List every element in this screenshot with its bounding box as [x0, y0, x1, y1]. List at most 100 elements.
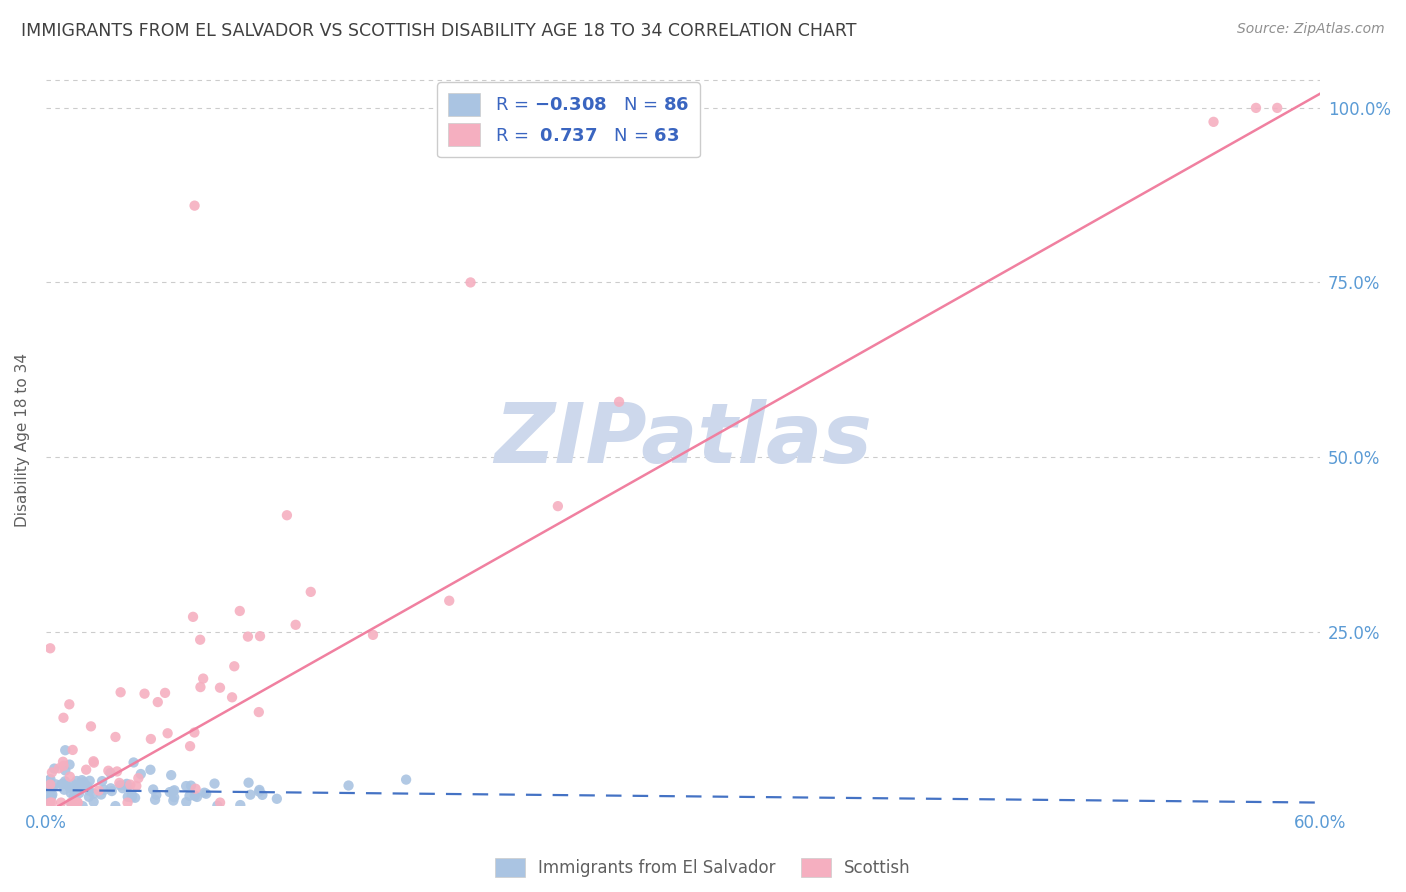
- Point: [247, 705, 270, 719]
- Point: [37, 780, 59, 794]
- Point: [38, 773, 60, 788]
- Point: [38, 775, 60, 789]
- Point: [100, 784, 122, 798]
- Point: [142, 782, 165, 797]
- Point: [60, 781, 83, 796]
- Point: [77, 789, 100, 804]
- Point: [83, 756, 105, 770]
- Point: [607, 394, 630, 409]
- Point: [252, 788, 274, 802]
- Point: [1244, 101, 1267, 115]
- Point: [41, 789, 63, 804]
- Point: [124, 790, 146, 805]
- Point: [82, 754, 104, 768]
- Point: [204, 776, 226, 790]
- Point: [44, 762, 66, 776]
- Point: [52, 755, 75, 769]
- Point: [105, 764, 128, 779]
- Point: [193, 786, 215, 800]
- Point: [59, 796, 82, 810]
- Point: [143, 793, 166, 807]
- Point: [162, 793, 184, 807]
- Point: [91, 774, 114, 789]
- Point: [146, 695, 169, 709]
- Point: [73, 775, 96, 789]
- Point: [239, 788, 262, 802]
- Point: [460, 276, 482, 290]
- Point: [100, 781, 122, 796]
- Point: [1202, 115, 1225, 129]
- Point: [67, 786, 90, 800]
- Point: [79, 773, 101, 788]
- Point: [159, 785, 181, 799]
- Point: [193, 672, 215, 686]
- Point: [51, 777, 73, 791]
- Point: [52, 777, 75, 791]
- Point: [60, 797, 83, 812]
- Point: [93, 782, 115, 797]
- Point: [238, 775, 260, 789]
- Point: [63, 789, 86, 804]
- Point: [110, 778, 132, 792]
- Point: [139, 731, 162, 746]
- Point: [104, 799, 127, 814]
- Point: [59, 770, 82, 784]
- Point: [53, 782, 76, 797]
- Point: [266, 792, 288, 806]
- Text: ZIPatlas: ZIPatlas: [494, 399, 872, 480]
- Point: [38, 794, 60, 808]
- Point: [276, 508, 298, 523]
- Point: [229, 604, 252, 618]
- Point: [66, 774, 89, 789]
- Point: [236, 630, 259, 644]
- Point: [98, 766, 121, 780]
- Point: [139, 763, 162, 777]
- Point: [49, 796, 72, 810]
- Point: [195, 787, 218, 801]
- Point: [39, 796, 62, 810]
- Point: [439, 593, 461, 607]
- Point: [120, 778, 142, 792]
- Point: [63, 796, 86, 810]
- Point: [162, 784, 184, 798]
- Point: [249, 629, 271, 643]
- Point: [111, 781, 134, 796]
- Point: [83, 795, 105, 809]
- Point: [115, 780, 138, 794]
- Point: [58, 780, 80, 795]
- Point: [45, 777, 67, 791]
- Point: [37, 780, 59, 795]
- Point: [76, 780, 98, 794]
- Point: [184, 781, 207, 796]
- Point: [174, 779, 197, 793]
- Point: [75, 763, 97, 777]
- Point: [62, 743, 84, 757]
- Point: [62, 777, 84, 791]
- Point: [37, 787, 59, 801]
- Point: [90, 788, 112, 802]
- Point: [337, 779, 360, 793]
- Point: [188, 632, 211, 647]
- Point: [122, 756, 145, 770]
- Point: [52, 758, 75, 772]
- Point: [190, 680, 212, 694]
- Point: [108, 776, 131, 790]
- Point: [208, 681, 231, 695]
- Point: [249, 783, 271, 797]
- Point: [66, 796, 89, 810]
- Point: [104, 730, 127, 744]
- Point: [39, 778, 62, 792]
- Point: [179, 739, 201, 754]
- Point: [83, 787, 105, 801]
- Point: [179, 789, 201, 803]
- Point: [72, 779, 94, 793]
- Point: [115, 777, 138, 791]
- Point: [58, 757, 80, 772]
- Point: [41, 780, 63, 795]
- Point: [174, 795, 197, 809]
- Point: [395, 772, 418, 787]
- Point: [180, 779, 202, 793]
- Point: [80, 719, 103, 733]
- Point: [70, 773, 93, 788]
- Point: [299, 585, 322, 599]
